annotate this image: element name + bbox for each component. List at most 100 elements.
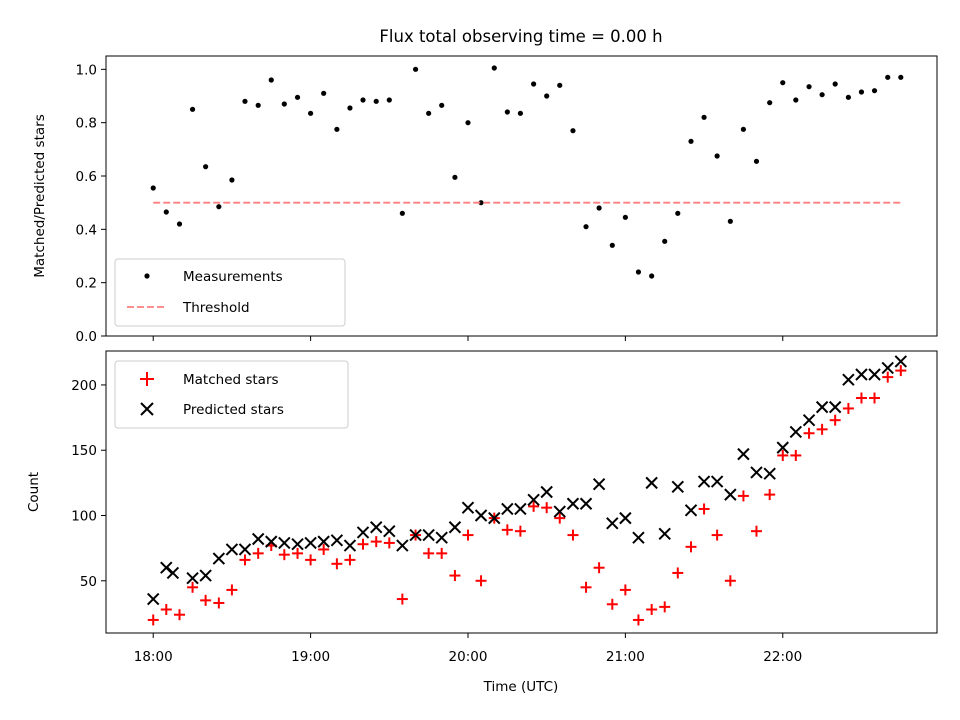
bottom-plot: 50 100 150 200 18:00 19:00 20:00 21:00 22:00 <box>71 355 908 665</box>
measurement-point <box>688 138 694 144</box>
measurement-point <box>885 74 891 80</box>
matched-star-point <box>318 543 330 555</box>
predicted-star-point <box>763 467 776 480</box>
matched-star-point <box>737 490 749 502</box>
legend-measurements-marker <box>144 273 150 279</box>
measurement-point <box>360 97 366 103</box>
measurement-point <box>675 210 681 216</box>
bottom-y-axis-label: Count <box>26 472 42 512</box>
measurement-point <box>819 92 825 98</box>
matched-star-point <box>252 547 264 559</box>
measurement-point <box>412 66 419 72</box>
measurement-point <box>150 185 156 191</box>
predicted-star-point <box>166 566 180 580</box>
predicted-star-point <box>540 485 553 499</box>
measurement-point <box>806 84 812 90</box>
chart-title: Flux total observing time = 0.00 h <box>379 27 662 46</box>
bottom-y-tick-label: 200 <box>71 378 97 394</box>
matched-star-point <box>147 614 159 626</box>
matched-star-point <box>383 537 395 549</box>
top-y-tick-label: 0.2 <box>76 276 97 292</box>
bottom-legend: Matched stars Predicted stars <box>114 360 349 429</box>
matched-star-point <box>357 538 369 550</box>
predicted-star-point <box>317 535 330 548</box>
x-axis-label: Time (UTC) <box>483 679 559 695</box>
matched-star-point <box>593 562 605 574</box>
measurement-point <box>491 65 497 71</box>
matched-star-point <box>226 584 238 596</box>
predicted-star-point <box>527 493 540 507</box>
top-y-tick-label: 0.4 <box>76 222 97 238</box>
measurement-point <box>242 98 248 104</box>
matched-star-point <box>449 570 461 582</box>
measurement-point <box>439 102 445 108</box>
matched-star-point <box>882 371 894 383</box>
matched-star-point <box>750 525 762 537</box>
measurement-point <box>452 174 458 180</box>
matched-star-point <box>816 423 828 435</box>
measurement-point <box>622 214 628 220</box>
matched-star-point <box>554 512 566 524</box>
predicted-star-point <box>645 476 658 490</box>
measurement-point <box>544 93 550 99</box>
matched-star-point <box>803 427 815 439</box>
predicted-star-point <box>370 521 383 534</box>
predicted-star-point <box>330 534 344 547</box>
predicted-star-point <box>566 497 580 510</box>
measurement-point <box>832 81 838 87</box>
matched-star-point <box>305 554 317 566</box>
measurement-point <box>557 82 563 88</box>
measurement-point <box>570 128 576 134</box>
matched-star-point <box>344 554 356 566</box>
top-y-tick-label: 0.8 <box>76 116 97 132</box>
legend-threshold-label: Threshold <box>182 300 250 316</box>
predicted-star-point <box>632 531 645 544</box>
predicted-star-point <box>842 373 855 386</box>
predicted-star-point <box>514 502 527 516</box>
matched-star-point <box>711 529 723 541</box>
measurement-point <box>268 77 274 83</box>
matched-star-point <box>213 597 225 609</box>
predicted-star-point <box>396 539 409 552</box>
top-axes-frame <box>105 55 938 337</box>
predicted-star-point <box>658 527 671 540</box>
predicted-star-point <box>684 504 698 517</box>
legend-predicted-label: Predicted stars <box>183 402 284 418</box>
predicted-star-point <box>474 509 488 522</box>
matched-star-point <box>239 554 251 566</box>
bottom-x-tick-label: 21:00 <box>606 649 645 665</box>
top-legend-box <box>114 258 346 327</box>
matched-star-point <box>829 414 841 426</box>
matched-star-point <box>370 536 382 548</box>
predicted-star-point <box>238 543 252 556</box>
predicted-star-point <box>894 355 908 368</box>
matched-star-point <box>659 601 671 613</box>
measurement-point <box>294 94 301 100</box>
matched-star-point <box>514 525 526 537</box>
legend-matched-marker <box>140 372 154 386</box>
predicted-star-point <box>881 361 894 375</box>
measurement-point <box>203 164 209 170</box>
matched-star-point <box>895 365 907 377</box>
bottom-x-tick-label: 22:00 <box>763 649 802 665</box>
matched-star-point <box>724 575 736 587</box>
measurement-point <box>216 204 222 210</box>
matched-star-point <box>698 503 710 515</box>
matched-star-point <box>619 584 631 596</box>
matched-star-point <box>423 547 435 559</box>
predicted-star-point <box>383 524 396 538</box>
measurement-point <box>347 105 353 111</box>
predicted-star-point <box>435 531 448 544</box>
measurement-point <box>583 224 589 230</box>
bottom-y-tick-label: 150 <box>71 443 97 459</box>
measurement-point <box>635 269 642 275</box>
predicted-star-point <box>186 571 199 585</box>
top-y-tick-label: 0.6 <box>76 169 97 185</box>
predicted-star-point <box>422 528 435 542</box>
predicted-star-point <box>579 497 593 510</box>
predicted-star-point <box>828 400 842 414</box>
measurement-point <box>609 242 615 248</box>
predicted-star-point <box>553 505 566 518</box>
predicted-star-point <box>592 477 606 491</box>
